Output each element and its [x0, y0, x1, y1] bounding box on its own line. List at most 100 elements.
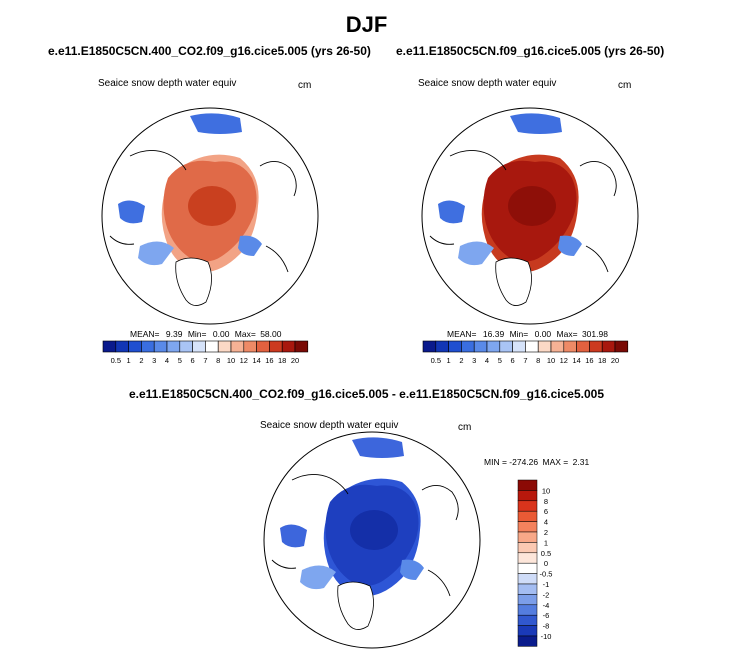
panel-1-mean-value: 9.39 — [165, 329, 183, 339]
panel-2-colorbar-swatch-2 — [448, 340, 462, 353]
panel-3-colorbar-swatch-13 — [517, 614, 538, 626]
panel-1-colorbar-swatch-15 — [294, 340, 309, 353]
panel-1-colorbar-tick-label: 4 — [165, 356, 169, 365]
panel-1-max-value: 58.00 — [260, 329, 282, 339]
panel-2-units: cm — [618, 80, 632, 91]
panel-2-colorbar-swatch-12 — [576, 340, 590, 353]
panel-1-colorbar: 0.5 1 2 3 4 5 6 7 8 10 12 14 16 18 20 — [102, 340, 309, 365]
panel-3-map-field-barents — [400, 559, 424, 580]
panel-2-map-coastlines — [429, 150, 617, 273]
panel-1-map-field-hudson — [118, 200, 145, 224]
panel-1-units: cm — [298, 80, 312, 91]
panel-1-colorbar-swatch-12 — [256, 340, 270, 353]
panel-1-colorbar-tick-label: 8 — [216, 356, 220, 365]
panel-2-colorbar-tick-label: 7 — [523, 356, 527, 365]
panel-3-min-value: -274.26 — [509, 457, 539, 467]
panel-1-colorbar-tick-label: 7 — [203, 356, 207, 365]
panel-3-colorbar-swatch-12 — [517, 604, 538, 616]
panel-1-mean-label: MEAN= — [130, 329, 160, 339]
panel-3-map-field-core — [350, 510, 398, 550]
panel-1-colorbar-swatch-3 — [141, 340, 155, 353]
panel-3-colorbar-tick-label: 0 — [544, 559, 548, 568]
panel-2-colorbar-tick-label: 12 — [560, 356, 568, 365]
panel-1-colorbar-tick-label: 0.5 — [111, 356, 121, 365]
panel-2-colorbar-swatch-3 — [461, 340, 475, 353]
panel-3-colorbar-swatch-9 — [517, 573, 538, 585]
panel-2-max-label: Max= — [556, 329, 578, 339]
panel-1-colorbar-swatch-10 — [230, 340, 245, 353]
panel-3-colorbar-tick-label: -2 — [543, 590, 550, 599]
panel-1-colorbar-swatch-8 — [205, 340, 219, 353]
panel-3-map-field-hudson — [280, 524, 307, 548]
main-title: DJF — [345, 12, 388, 37]
panel-1-colorbar-swatch-5 — [166, 340, 181, 353]
panel-3-colorbar-tick-label: 6 — [544, 507, 548, 516]
panel-2-max-value: 301.98 — [581, 329, 608, 339]
panel-2-colorbar-tick-label: 16 — [585, 356, 593, 365]
panel-3-map-greenland-outline — [337, 581, 374, 630]
panel-2-colorbar-tick-label: 10 — [547, 356, 555, 365]
panel-3-colorbar-swatch-5 — [517, 531, 538, 543]
panel-1-colorbar-tick-label: 14 — [252, 356, 260, 365]
panel-3-colorbar-swatch-3 — [517, 510, 538, 522]
panel-2-polar-map — [421, 107, 639, 325]
panel-1-colorbar-swatch-13 — [269, 340, 283, 353]
panel-2-colorbar-swatch-9 — [537, 340, 552, 353]
panel-2-colorbar-swatch-13 — [589, 340, 603, 353]
panel-2-colorbar-tick-label: 1 — [447, 356, 451, 365]
panel-2-colorbar-tick-label: 20 — [611, 356, 619, 365]
panel-2-colorbar-swatch-1 — [435, 340, 449, 353]
panel-2-colorbar-swatch-0 — [422, 340, 437, 353]
panel-3-title: e.e11.E1850C5CN.400_CO2.f09_g16.cice5.00… — [128, 387, 604, 401]
panel-3-colorbar-swatch-1 — [517, 490, 538, 502]
panel-2-colorbar-swatch-14 — [601, 340, 616, 353]
panel-2-colorbar-swatch-10 — [550, 340, 565, 353]
panel-2-map-field-core — [508, 186, 556, 226]
panel-1-colorbar-tick-label: 6 — [191, 356, 195, 365]
panel-1-min-value: 0.00 — [212, 329, 230, 339]
panel-2-colorbar-swatch-8 — [525, 340, 539, 353]
panel-3-colorbar-tick-label: -6 — [543, 611, 550, 620]
panel-2-colorbar-tick-label: 14 — [572, 356, 580, 365]
panel-1-title: e.e11.E1850C5CN.400_CO2.f09_g16.cice5.00… — [48, 44, 371, 58]
panel-2-colorbar-swatch-15 — [614, 340, 629, 353]
panel-1-colorbar-swatch-4 — [153, 340, 168, 353]
panel-3-colorbar-swatch-6 — [517, 542, 538, 554]
panel-2-colorbar-swatch-4 — [473, 340, 488, 353]
panel-2-colorbar-tick-label: 3 — [472, 356, 476, 365]
panel-2-colorbar: 0.5 1 2 3 4 5 6 7 8 10 12 14 16 18 20 — [422, 340, 629, 365]
panel-3-map-field-labrador — [300, 565, 336, 590]
panel-1-map-coastlines — [109, 150, 297, 273]
panel-2-variable: Seaice snow depth water equiv — [418, 78, 557, 89]
panel-1-colorbar-tick-label: 12 — [240, 356, 248, 365]
panel-3-stats: MIN = -274.26 MAX = 2.31 — [484, 457, 589, 467]
panel-3-colorbar-tick-label: -4 — [543, 601, 550, 610]
panel-2-map-boundary — [421, 107, 639, 325]
panel-3-colorbar-tick-label: 4 — [544, 518, 548, 527]
panel-3-colorbar-tick-label: -10 — [541, 632, 552, 641]
panel-2-colorbar-tick-label: 6 — [511, 356, 515, 365]
panel-3-variable: Seaice snow depth water equiv — [260, 420, 399, 431]
panel-1-map-field-labrador — [138, 241, 174, 266]
panel-1-colorbar-tick-label: 16 — [265, 356, 273, 365]
panel-2-colorbar-tick-label: 0.5 — [431, 356, 441, 365]
panel-2-stats: MEAN= 16.39 Min= 0.00 Max= 301.98 — [447, 329, 608, 339]
panel-3-map-field-pacific — [352, 437, 404, 458]
panel-2-map-field-hudson — [438, 200, 465, 224]
panel-3-colorbar-tick-label: -8 — [543, 622, 550, 631]
panel-1-stats: MEAN= 9.39 Min= 0.00 Max= 58.00 — [130, 329, 281, 339]
panel-2-colorbar-swatch-11 — [563, 340, 577, 353]
panel-2-colorbar-tick-label: 18 — [598, 356, 606, 365]
panel-3-colorbar-tick-label: 8 — [544, 497, 548, 506]
panel-2-title: e.e11.E1850C5CN.f09_g16.cice5.005 (yrs 2… — [396, 44, 665, 58]
panel-1-map-field-barents — [238, 235, 262, 256]
panel-1-colorbar-swatch-0 — [102, 340, 117, 353]
panel-1-max-label: Max= — [234, 329, 256, 339]
panel-1-colorbar-tick-label: 1 — [127, 356, 131, 365]
panel-1-variable: Seaice snow depth water equiv — [98, 78, 237, 89]
panel-2-map-greenland-outline — [495, 257, 532, 306]
panel-2-map-field-pacific — [510, 113, 562, 134]
panel-3-colorbar-swatch-0 — [517, 479, 538, 491]
panel-3-colorbar-swatch-2 — [517, 500, 538, 512]
panel-1-colorbar-swatch-9 — [217, 340, 232, 353]
